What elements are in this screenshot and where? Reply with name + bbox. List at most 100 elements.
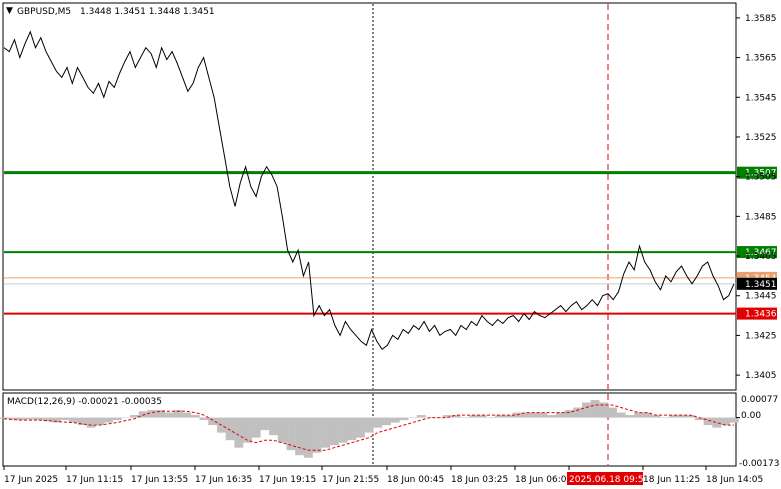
macd-histogram-bar (468, 415, 478, 418)
time-tick-label: 18 Jun 03:25 (451, 475, 508, 485)
time-tick-label: 17 Jun 21:55 (322, 475, 379, 485)
macd-histogram-bar (243, 417, 252, 443)
macd-histogram-bar (251, 417, 261, 438)
macd-histogram-bar (382, 417, 391, 426)
macd-histogram-bar (590, 400, 600, 418)
time-tick-label: 17 Jun 2025 (4, 475, 58, 485)
time-tick-label: 17 Jun 11:15 (66, 475, 123, 485)
macd-histogram-bar (173, 410, 183, 418)
level-price-label: 1.3451 (745, 280, 777, 290)
macd-histogram-bar (43, 417, 53, 422)
macd-histogram-bar (712, 417, 722, 428)
macd-histogram-bar (625, 415, 635, 418)
price-layer (3, 30, 735, 351)
macd-histogram-bar (225, 417, 235, 441)
macd-histogram-bar (208, 417, 218, 426)
macd-histogram-bar (86, 417, 96, 428)
macd-histogram-bar (138, 411, 148, 418)
grid-layer (372, 4, 609, 465)
macd-histogram-bar (547, 415, 557, 418)
macd-histogram-bar (329, 417, 339, 446)
macd-histogram-bar (677, 415, 687, 418)
macd-histogram-bar (95, 417, 105, 426)
macd-histogram-bar (442, 415, 452, 418)
macd-histogram-bar (77, 417, 87, 426)
macd-histogram-bar (721, 417, 730, 426)
macd-layer (0, 400, 740, 458)
macd-histogram-bar (25, 417, 35, 420)
macd-histogram-bar (347, 417, 357, 441)
macd-histogram-bar (321, 417, 331, 448)
macd-histogram-bar (573, 407, 583, 418)
macd-histogram-bar (356, 417, 365, 438)
macd-histogram-bar (17, 417, 26, 421)
macd-histogram-bar (703, 417, 713, 426)
macd-histogram-bar (156, 410, 166, 418)
macd-histogram-bar (303, 417, 313, 458)
price-tick-label: 1.3485 (745, 212, 777, 222)
price-tick-label: 1.3585 (745, 14, 777, 24)
macd-histogram-bar (112, 417, 122, 421)
chart-dropdown-icon[interactable]: ▼ (6, 6, 13, 16)
price-tick-label: 1.3545 (745, 93, 777, 103)
macd-histogram-bar (460, 417, 470, 419)
macd-histogram-bar (599, 402, 609, 418)
macd-histogram-bar (373, 417, 383, 428)
macd-histogram-bar (694, 417, 704, 421)
price-tick-label: 1.3405 (745, 371, 777, 381)
level-price-label: 1.3436 (745, 310, 777, 320)
macd-histogram-bar (581, 402, 591, 418)
time-tick-label: 18 Jun 11:25 (643, 475, 700, 485)
macd-histogram-bar (182, 412, 192, 418)
macd-histogram-bar (60, 417, 70, 421)
level-price-badge (737, 307, 777, 320)
macd-histogram-bar (642, 412, 652, 418)
macd-histogram-bar (277, 417, 287, 443)
macd-histogram-bar (364, 417, 374, 433)
macd-histogram-bar (416, 415, 426, 418)
macd-histogram-bar (147, 410, 157, 418)
macd-histogram-bar (260, 417, 270, 431)
macd-histogram-bar (529, 412, 539, 418)
price-tick-label: 1.3445 (745, 292, 777, 302)
macd-histogram-bar (130, 415, 139, 418)
macd-histogram-bar (486, 417, 496, 419)
time-tick-label: 17 Jun 16:35 (195, 475, 252, 485)
macd-histogram-bar (686, 415, 696, 418)
macd-histogram-bar (495, 415, 504, 418)
time-highlight-badge (567, 472, 643, 485)
macd-histogram-bar (338, 417, 348, 443)
macd-histogram-bar (51, 417, 61, 423)
macd-histogram-bar (668, 415, 678, 418)
price-axis: 1.3585 1.3565 1.3545 1.3525 1.3505 1.3485 1.34… (736, 14, 777, 381)
price-tick-label: 1.3425 (745, 331, 777, 341)
macd-histogram-bar (408, 417, 418, 419)
macd-histogram-bar (512, 412, 522, 418)
symbol-label: GBPUSD,M5 (17, 7, 71, 17)
macd-axis-top: 0.00077 (741, 395, 778, 405)
level-price-label: 1.3467 (745, 248, 777, 258)
macd-histogram-bar (521, 412, 531, 418)
price-panel-frame (2, 2, 737, 391)
price-tick-label: 1.3565 (745, 54, 777, 64)
level-price-badge (737, 166, 777, 179)
time-highlight-label: 2025.06.18 09:55 (569, 475, 649, 485)
price-line (3, 30, 735, 351)
macd-histogram-bar (399, 417, 409, 421)
time-tick-label: 17 Jun 13:55 (131, 475, 188, 485)
macd-histogram-bar (555, 412, 565, 418)
macd-axis-bottom: -0.00173 (739, 459, 779, 469)
macd-histogram-bar (729, 417, 739, 423)
level-price-label: 1.3507 (745, 169, 777, 179)
macd-histogram-bar (295, 417, 305, 456)
macd-axis-zero: 0.00 (741, 411, 761, 421)
price-tick-label: 1.3505 (745, 173, 777, 183)
level-price-badge (737, 277, 777, 290)
macd-histogram-bar (269, 417, 278, 436)
macd-label: MACD(12,26,9) -0.00021 -0.00035 (7, 397, 162, 407)
macd-histogram-bar (390, 417, 400, 423)
macd-histogram-bar (616, 412, 626, 418)
time-tick-label: 17 Jun 19:15 (259, 475, 316, 485)
macd-histogram-bar (503, 415, 513, 418)
